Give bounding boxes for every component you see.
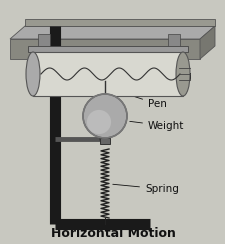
Ellipse shape bbox=[175, 52, 189, 96]
Bar bbox=[38, 34, 50, 46]
Bar bbox=[33, 52, 182, 96]
Polygon shape bbox=[199, 26, 214, 59]
Text: Spring: Spring bbox=[112, 184, 178, 194]
Bar bbox=[28, 46, 187, 52]
Text: Weight: Weight bbox=[129, 121, 184, 131]
Circle shape bbox=[83, 94, 126, 138]
Polygon shape bbox=[10, 39, 199, 59]
Bar bbox=[167, 34, 179, 46]
Polygon shape bbox=[10, 26, 214, 39]
Polygon shape bbox=[25, 19, 214, 26]
Circle shape bbox=[99, 134, 110, 144]
Ellipse shape bbox=[26, 52, 40, 96]
Circle shape bbox=[87, 110, 111, 134]
Text: Rotating
Drum: Rotating Drum bbox=[147, 71, 191, 93]
Text: Horizontal Motion: Horizontal Motion bbox=[50, 227, 175, 241]
Bar bbox=[99, 138, 110, 144]
Text: Pen: Pen bbox=[110, 89, 166, 109]
